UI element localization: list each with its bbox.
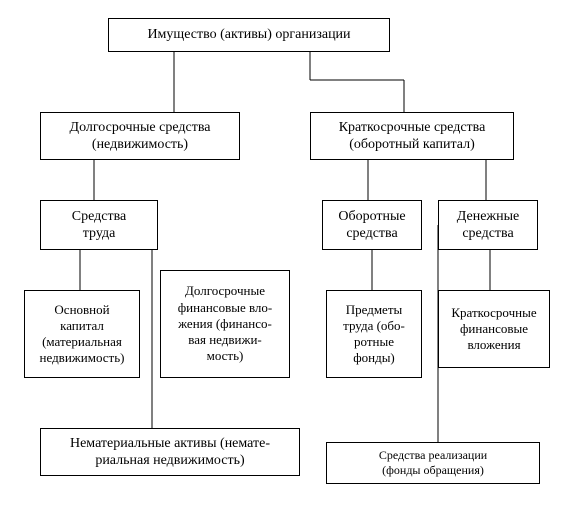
node-lfin: Долгосрочные финансовые вло- жения (фина… — [160, 270, 290, 378]
node-long: Долгосрочные средства (недвижимость) — [40, 112, 240, 160]
node-real: Средства реализации (фонды обращения) — [326, 442, 540, 484]
node-main-label: Основной капитал (материальная недвижимо… — [40, 302, 125, 367]
node-circ: Оборотные средства — [322, 200, 422, 250]
node-intang: Нематериальные активы (немате- риальная … — [40, 428, 300, 476]
node-intang-label: Нематериальные активы (немате- риальная … — [70, 435, 270, 470]
node-cash-label: Денежные средства — [457, 208, 519, 243]
node-circ-label: Оборотные средства — [338, 208, 405, 243]
node-root: Имущество (активы) организации — [108, 18, 390, 52]
node-main: Основной капитал (материальная недвижимо… — [24, 290, 140, 378]
node-root-label: Имущество (активы) организации — [147, 26, 350, 44]
node-short-label: Краткосрочные средства (оборотный капита… — [339, 119, 486, 154]
node-labor-label: Средства труда — [72, 208, 126, 243]
node-long-label: Долгосрочные средства (недвижимость) — [70, 119, 211, 154]
node-items-label: Предметы труда (обо- ротные фонды) — [343, 302, 405, 367]
diagram-canvas: Имущество (активы) организации Долгосрочн… — [0, 0, 564, 511]
node-lfin-label: Долгосрочные финансовые вло- жения (фина… — [178, 283, 273, 364]
node-sfin-label: Краткосрочные финансовые вложения — [451, 305, 536, 354]
node-labor: Средства труда — [40, 200, 158, 250]
node-cash: Денежные средства — [438, 200, 538, 250]
node-sfin: Краткосрочные финансовые вложения — [438, 290, 550, 368]
node-real-label: Средства реализации (фонды обращения) — [379, 448, 487, 478]
node-short: Краткосрочные средства (оборотный капита… — [310, 112, 514, 160]
node-items: Предметы труда (обо- ротные фонды) — [326, 290, 422, 378]
